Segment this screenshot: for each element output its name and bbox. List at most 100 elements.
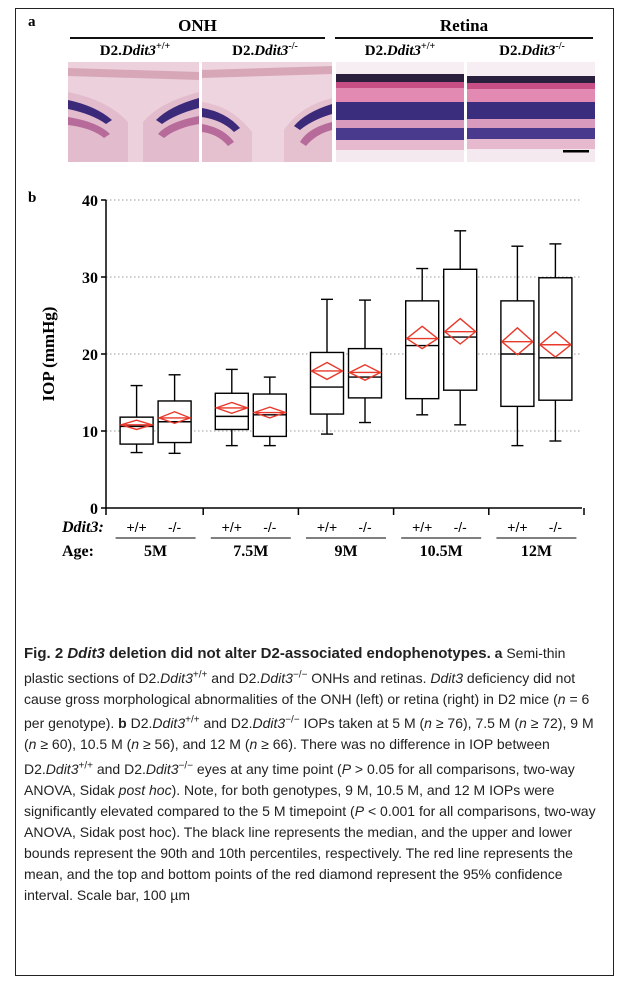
scale-bar [563,150,589,153]
genotype-label-onh-ko: D2.Ddit3-/- [232,41,298,59]
box-iqr [405,300,440,400]
age-group-label: 10.5M [420,543,463,560]
genotype-label-onh-wt: D2.Ddit3+/+ [99,41,171,59]
gene-row-label: Ddit3: [61,519,104,536]
caption-fragment: +/+ [192,669,208,680]
caption-body: a Semi-thin plastic sections of D2.Ddit3… [24,645,596,903]
caption-fragment: Ddit3 [45,760,79,777]
caption-fragment: n [28,736,37,753]
caption-fragment: −/− [292,669,308,680]
caption-fragment: Ddit3 [430,669,464,686]
onh-group-title: ONH [178,16,217,35]
caption-fragment: and D2. [199,715,253,732]
mean-ci-diamond [310,361,344,381]
age-group-label: 12M [521,543,552,560]
mean-ci-diamond [443,317,477,345]
genotype-tick-label: -/- [454,519,468,535]
y-tick-label: 10 [82,424,98,441]
genotype-label-retina-wt: D2.Ddit3+/+ [364,41,436,59]
caption-fragment: −/− [285,714,300,726]
retina-group-title: Retina [439,16,489,35]
panel-b-label: b [28,190,37,206]
y-tick-label: 0 [90,501,98,518]
caption-fragment: Ddit3 [145,760,179,777]
age-group-label: 9M [334,543,357,560]
caption-fragment: n [557,690,566,707]
onh-ko-micrograph [202,62,332,162]
caption-fragment: > 0.05 for all comparisons, two-way ANOV… [24,760,575,798]
age-group-label: 7.5M [233,543,268,560]
box-iqr [119,416,154,445]
y-tick-label: 40 [82,193,98,210]
box-iqr [214,392,250,431]
mean-ci-diamond [405,325,439,350]
caption-fragment: IOPs taken at 5 M ( [299,715,425,732]
mean-ci-diamond [157,410,193,425]
caption-fragment: b [118,715,127,732]
genotype-tick-label: -/- [263,519,277,535]
caption-fragment: = 6 per genotype). [24,690,590,732]
caption-fragment: Semi-thin plastic sections of D2. [24,645,566,686]
caption-fragment: +/+ [78,760,93,772]
genotype-tick-label: +/+ [222,519,242,535]
box-iqr [347,347,383,399]
genotype-label-retina-ko: D2.Ddit3-/- [499,41,565,59]
retina-ko-micrograph [467,62,595,162]
figure-frame [15,8,614,976]
caption-fragment: ≥ 60), 10.5 M ( [36,736,132,753]
caption-fragment: n [519,715,527,732]
caption-fragment: D2. [126,715,153,732]
caption-fragment: ≥ 66). There was no difference in IOP be… [24,736,550,777]
genotype-tick-label: +/+ [317,519,337,535]
caption-fragment: and D2. [92,760,146,777]
genotype-tick-label: +/+ [412,519,432,535]
genotype-tick-label: +/+ [126,519,146,535]
retina-group-rule [335,37,593,39]
caption-fragment: ≥ 56), and 12 M ( [139,736,250,753]
caption-fragment: n [424,715,432,732]
genotype-tick-label: -/- [358,519,372,535]
mean-ci-diamond [214,401,250,415]
age-row-label: Age: [62,543,94,560]
caption-fragment: Ddit3 [252,715,286,732]
mean-ci-diamond [500,326,534,356]
genotype-tick-label: -/- [549,519,563,535]
caption-fragment: Ddit3 [152,715,186,732]
caption-fragment: Ddit3 [260,669,293,686]
caption-fragment: ). Note, for both genotypes, 9 M, 10.5 M… [24,781,555,819]
caption-title: Fig. 2 Ddit3 deletion did not alter D2-a… [24,645,491,662]
onh-wt-micrograph [68,62,199,162]
caption-fragment: and D2. [207,669,261,686]
box-iqr [538,277,573,401]
caption-fragment: −/− [178,760,194,772]
caption-fragment: ≥ 72), 9 M ( [24,715,594,753]
caption-fragment: n [131,736,140,753]
mean-ci-diamond [118,419,155,431]
panel-a-label: a [28,14,36,30]
caption-fragment: n [249,736,258,753]
caption-fragment: P [354,802,365,819]
caption-fragment: Ddit3 [160,669,193,686]
retina-wt-micrograph [336,62,464,162]
caption-fragment: a [494,645,503,661]
y-tick-label: 30 [82,270,98,287]
caption-fragment: eyes at any time point ( [193,760,342,777]
age-group-label: 5M [144,543,167,560]
figure-caption: Fig. 2 Ddit3 deletion did not alter D2-a… [24,643,604,906]
caption-fragment: P [341,760,352,777]
onh-group-rule [70,37,325,39]
caption-fragment: ≥ 76), 7.5 M ( [431,715,520,732]
y-tick-label: 20 [82,347,98,364]
mean-ci-diamond [538,330,573,358]
caption-fragment: +/+ [185,714,200,726]
box-iqr [443,268,478,391]
caption-fragment: ONHs and retinas. [307,669,431,686]
genotype-tick-label: -/- [168,519,182,535]
genotype-tick-label: +/+ [507,519,527,535]
mean-ci-diamond [252,406,288,419]
y-axis-label: IOP (mmHg) [39,307,58,402]
caption-fragment: deficiency did not cause gross morpholog… [24,669,576,707]
mean-ci-diamond [347,363,383,381]
caption-fragment: post hoc [118,781,172,798]
